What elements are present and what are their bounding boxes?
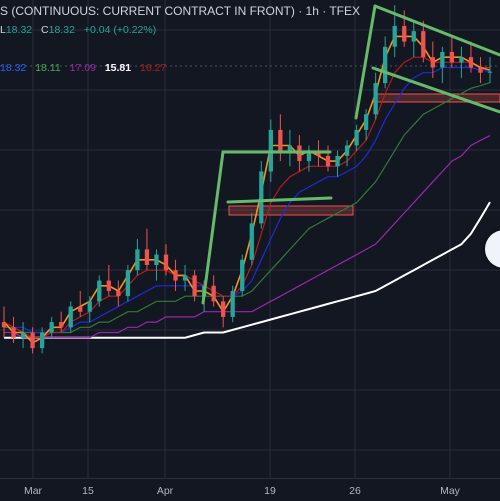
candle-body xyxy=(383,46,388,84)
x-tick-15: 15 xyxy=(82,485,94,497)
candle-body xyxy=(363,114,369,130)
candle-body xyxy=(49,322,54,333)
candle-body xyxy=(173,270,178,281)
ema_purple-line xyxy=(4,135,491,339)
candle-body xyxy=(259,171,264,224)
low-label: L xyxy=(0,24,6,36)
candle-body xyxy=(449,51,455,63)
ma-value-1: 18.32 xyxy=(0,62,27,74)
candle-body xyxy=(192,275,197,297)
x-tick-may: May xyxy=(440,485,460,497)
candle-body xyxy=(325,155,331,167)
candle-body xyxy=(240,259,245,291)
candle-body xyxy=(306,150,312,162)
channel-bottom-2 xyxy=(371,66,500,114)
candle-body xyxy=(59,322,64,328)
symbol-title: S (CONTINUOUS: CURRENT CONTRACT IN FRONT… xyxy=(0,4,360,18)
ma-value-2: 18.11 xyxy=(35,62,61,74)
candle-body xyxy=(373,83,378,115)
x-tick-26: 26 xyxy=(349,485,361,497)
ma-value-5: 16.27 xyxy=(140,62,167,74)
candle-body xyxy=(221,301,226,317)
candle-body xyxy=(459,57,464,63)
ema_green-line xyxy=(4,82,491,334)
change-value: +0.04 (+0.22%) xyxy=(83,24,157,36)
trendline-rally-2 xyxy=(354,4,377,120)
candle-body xyxy=(421,31,426,58)
candle-body xyxy=(287,145,293,151)
time-axis[interactable]: Mar 15 Apr 19 26 May xyxy=(0,478,500,501)
symbol-name: S (CONTINUOUS: CURRENT CONTRACT IN FRONT… xyxy=(0,4,361,18)
x-tick-mar: Mar xyxy=(23,485,43,497)
ma-readout: 18.32 18.11 17.09 15.81 16.27 xyxy=(0,62,172,74)
ema_mid-line xyxy=(3,56,490,339)
candle-body xyxy=(30,332,35,349)
low-value: 18.32 xyxy=(5,24,33,36)
candle-body xyxy=(487,71,493,73)
candle-body xyxy=(68,306,73,328)
candle-body xyxy=(20,332,26,338)
candle-body xyxy=(335,155,340,167)
candle-body xyxy=(411,31,416,42)
indicator-lines xyxy=(3,35,491,344)
candle-body xyxy=(144,249,150,265)
candle-body xyxy=(135,249,140,271)
candle-body xyxy=(430,57,435,68)
candle-body xyxy=(392,25,397,47)
candle-body xyxy=(163,254,169,271)
x-tick-19: 19 xyxy=(264,485,276,497)
candle-body xyxy=(78,306,83,312)
trend-drawings[interactable] xyxy=(201,4,500,305)
x-tick-apr: Apr xyxy=(156,485,174,497)
candle-body xyxy=(87,301,92,312)
candle-body xyxy=(1,322,7,328)
candle-body xyxy=(116,290,121,297)
close-label: C xyxy=(41,24,49,36)
ma-value-4: 15.81 xyxy=(104,62,132,74)
candle-body xyxy=(249,223,254,260)
candle-body xyxy=(125,270,131,297)
ohlc-readout: L18.32 C18.32 +0.04 (+0.22%) xyxy=(0,24,156,36)
candle-body xyxy=(97,280,102,302)
candle-body xyxy=(230,290,235,317)
candle-body xyxy=(440,51,445,68)
candle-body xyxy=(211,285,216,302)
scroll-to-realtime-button[interactable] xyxy=(485,230,500,268)
ema_blue-line xyxy=(3,66,491,334)
candle-body xyxy=(278,129,283,151)
candle-body xyxy=(154,254,159,265)
support-zone-1 xyxy=(228,205,354,216)
candle-body xyxy=(344,145,350,156)
chart-grid xyxy=(0,0,500,478)
channel-top-2 xyxy=(373,4,500,57)
flag-bottom-1 xyxy=(226,196,333,204)
ema_fast-line xyxy=(3,35,491,344)
candle-body xyxy=(354,129,359,146)
candle-body xyxy=(468,57,474,68)
candle-body xyxy=(402,25,407,42)
candle-body xyxy=(106,280,111,291)
close-value: 18.32 xyxy=(48,24,75,36)
ma-value-3: 17.09 xyxy=(69,62,96,74)
candle-body xyxy=(39,332,45,349)
candlesticks xyxy=(1,5,493,354)
candle-body xyxy=(478,67,483,73)
candle-body xyxy=(182,275,188,281)
trendline-rally-1 xyxy=(201,150,225,305)
support-zone-2 xyxy=(373,93,500,103)
candle-body xyxy=(11,327,16,338)
